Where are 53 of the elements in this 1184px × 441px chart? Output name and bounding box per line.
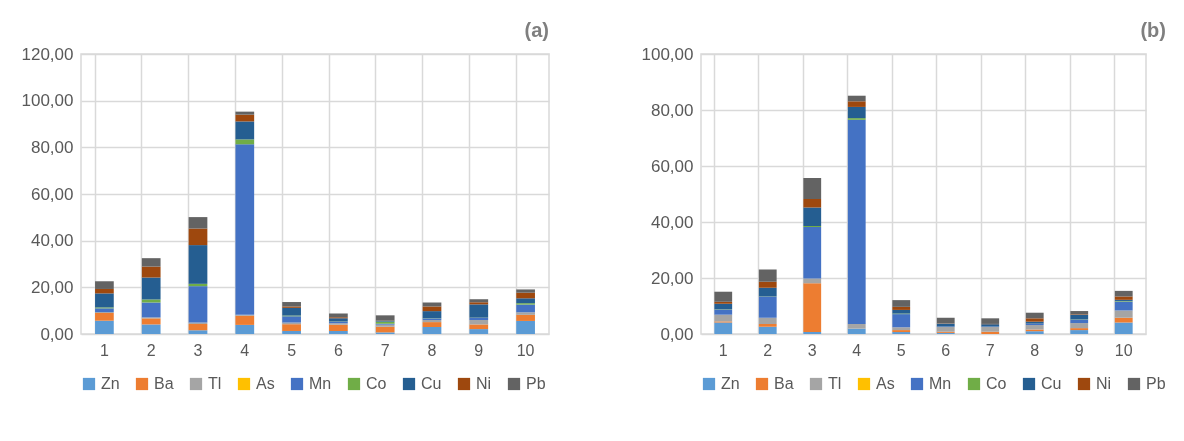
y-tick-label: 100,00 bbox=[641, 44, 694, 64]
y-tick-label: 0,00 bbox=[40, 324, 74, 344]
legend-label: Co bbox=[366, 375, 387, 392]
x-tick-label: 8 bbox=[1030, 341, 1040, 359]
legend-label: Zn bbox=[101, 375, 120, 392]
y-tick-label: 120,00 bbox=[21, 44, 74, 64]
y-tick-label: 60,00 bbox=[650, 156, 694, 176]
y-tick-label: 0,00 bbox=[660, 324, 694, 344]
x-tick-label: 10 bbox=[516, 341, 535, 359]
legend-label: Cu bbox=[1041, 375, 1062, 392]
y-tick-label: 80,00 bbox=[650, 100, 694, 120]
legend-label: Ba bbox=[774, 375, 794, 392]
legend-label: Ni bbox=[1096, 375, 1112, 392]
x-tick-label: 3 bbox=[807, 341, 817, 359]
legend-label: Pb bbox=[526, 375, 546, 392]
x-tick-label: 4 bbox=[852, 341, 862, 359]
x-tick-label: 1 bbox=[99, 341, 109, 359]
legend-label: Zn bbox=[721, 375, 740, 392]
y-tick-label: 20,00 bbox=[650, 268, 694, 288]
y-tick-label: 20,00 bbox=[30, 277, 74, 297]
legend-label: Cu bbox=[421, 375, 442, 392]
legend-label: Mn bbox=[309, 375, 332, 392]
legend-label: Tl bbox=[828, 375, 842, 392]
x-tick-label: 9 bbox=[474, 341, 484, 359]
x-tick-label: 7 bbox=[985, 341, 995, 359]
legend-label: Ba bbox=[154, 375, 174, 392]
x-tick-label: 6 bbox=[941, 341, 951, 359]
y-tick-label: 100,00 bbox=[21, 91, 74, 111]
x-tick-label: 6 bbox=[333, 341, 343, 359]
legend-label: Pb bbox=[1146, 375, 1166, 392]
legend-label: Co bbox=[986, 375, 1007, 392]
y-tick-label: 40,00 bbox=[30, 231, 74, 251]
chart-title: (b) bbox=[1140, 19, 1166, 41]
legend-label: Tl bbox=[208, 375, 222, 392]
y-tick-label: 40,00 bbox=[650, 212, 694, 232]
legend-label: As bbox=[256, 375, 275, 392]
x-tick-label: 9 bbox=[1074, 341, 1084, 359]
legend-label: Mn bbox=[929, 375, 952, 392]
x-tick-label: 3 bbox=[193, 341, 203, 359]
legend-label: Ni bbox=[476, 375, 492, 392]
x-tick-label: 8 bbox=[427, 341, 437, 359]
chart-title: (a) bbox=[524, 19, 549, 41]
x-tick-label: 1 bbox=[718, 341, 728, 359]
x-tick-label: 7 bbox=[380, 341, 390, 359]
legend-label: As bbox=[876, 375, 895, 392]
x-tick-label: 5 bbox=[287, 341, 297, 359]
y-tick-label: 80,00 bbox=[30, 137, 74, 157]
x-tick-label: 4 bbox=[240, 341, 250, 359]
x-tick-label: 5 bbox=[896, 341, 906, 359]
x-tick-label: 10 bbox=[1114, 341, 1133, 359]
x-tick-label: 2 bbox=[763, 341, 773, 359]
y-tick-label: 60,00 bbox=[30, 184, 74, 204]
x-tick-label: 2 bbox=[146, 341, 156, 359]
